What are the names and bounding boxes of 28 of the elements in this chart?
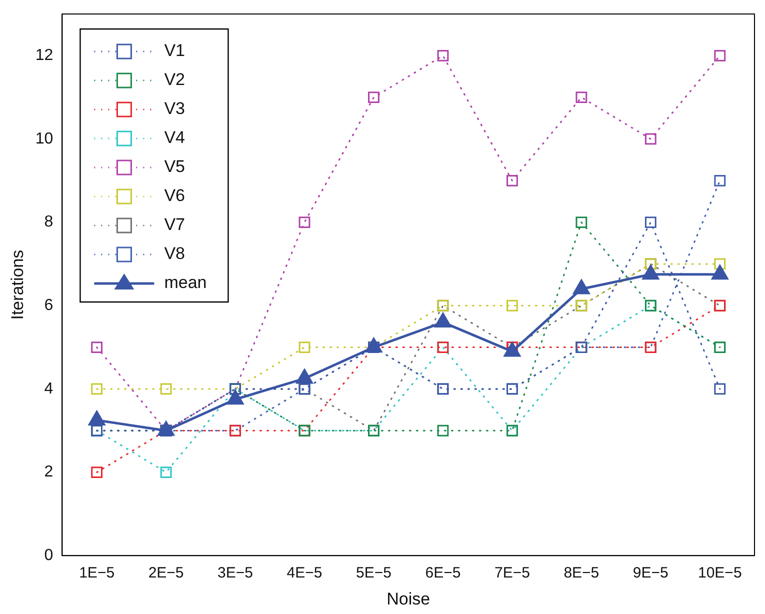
legend-label: V2 <box>164 70 185 90</box>
legend-label: V1 <box>164 41 185 60</box>
y-tick-label: 10 <box>35 130 54 148</box>
x-tick-label: 9E−5 <box>632 564 668 582</box>
y-tick-label: 0 <box>44 547 54 564</box>
x-tick-label: 10E−5 <box>698 564 742 582</box>
y-tick-label: 2 <box>44 464 54 481</box>
legend-label: V4 <box>164 128 185 148</box>
y-tick-label: 8 <box>44 214 54 231</box>
x-tick-label: 7E−5 <box>494 564 530 582</box>
y-tick-label: 12 <box>35 47 54 64</box>
x-tick-label: 6E−5 <box>425 564 461 582</box>
legend-label: V7 <box>164 215 185 234</box>
x-tick-label: 4E−5 <box>286 564 322 582</box>
legend-label: mean <box>164 273 207 292</box>
legend-label: V6 <box>164 186 185 206</box>
legend-label: V8 <box>164 244 185 264</box>
legend-label: V5 <box>164 157 185 176</box>
y-axis-title: Iterations <box>8 250 27 320</box>
x-tick-label: 1E−5 <box>79 564 115 582</box>
x-tick-label: 8E−5 <box>564 564 600 582</box>
y-tick-label: 6 <box>44 297 54 314</box>
x-tick-label: 5E−5 <box>356 564 392 582</box>
x-axis-title: Noise <box>386 589 430 608</box>
legend-label: V3 <box>164 99 185 118</box>
x-tick-label: 3E−5 <box>218 564 253 582</box>
y-tick-label: 4 <box>44 380 54 398</box>
x-tick-label: 2E−5 <box>148 564 184 582</box>
